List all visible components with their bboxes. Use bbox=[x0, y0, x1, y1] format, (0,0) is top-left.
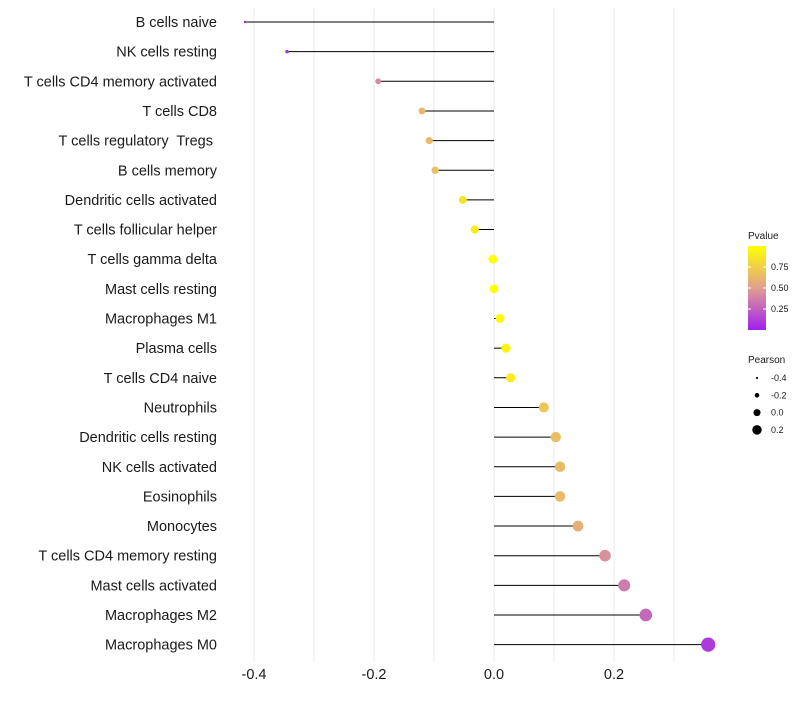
lollipop-point bbox=[458, 195, 467, 204]
category-label: T cells CD4 memory activated bbox=[24, 74, 217, 90]
lollipop-point bbox=[554, 491, 566, 502]
lollipop-point bbox=[538, 402, 549, 413]
x-tick-label: -0.4 bbox=[242, 667, 267, 683]
category-labels: B cells naive NK cells resting T cells CD4… bbox=[24, 15, 218, 654]
lollipop-point bbox=[285, 49, 289, 54]
category-label: T cells CD4 memory resting bbox=[38, 549, 217, 565]
pvalue-colorbar bbox=[748, 246, 766, 330]
lollipop-point bbox=[488, 254, 498, 264]
lollipop-point bbox=[618, 579, 631, 592]
category-label: Dendritic cells activated bbox=[65, 193, 217, 209]
grid-layer bbox=[253, 8, 675, 662]
size-legend-label: -0.4 bbox=[771, 373, 787, 383]
lollipop-point bbox=[243, 20, 247, 24]
x-tick-label: 0.2 bbox=[604, 667, 624, 683]
size-legend-dot bbox=[753, 409, 761, 417]
category-label: NK cells resting bbox=[116, 45, 217, 61]
category-label: B cells naive bbox=[136, 15, 217, 31]
size-legend-dot bbox=[755, 376, 759, 380]
pearson-legend-title: Pearson bbox=[748, 355, 785, 366]
lollipop-point bbox=[550, 431, 561, 443]
colorbar-tick-label: 0.75 bbox=[771, 262, 789, 272]
category-label: T cells regulatory Tregs bbox=[59, 134, 218, 150]
pvalue-legend: Pvalue 0.75 0.50 0.25 bbox=[748, 231, 789, 330]
colorbar-tick-label: 0.25 bbox=[771, 304, 789, 314]
lollipop-point bbox=[489, 284, 499, 294]
category-label: Monocytes bbox=[147, 519, 217, 535]
lollipop-point bbox=[639, 608, 653, 622]
category-label: Mast cells resting bbox=[105, 282, 217, 298]
category-label: Macrophages M2 bbox=[105, 608, 217, 624]
category-label: Mast cells activated bbox=[90, 578, 217, 594]
category-label: Eosinophils bbox=[143, 489, 217, 505]
size-legend-label: 0.0 bbox=[771, 408, 784, 418]
lollipop-point bbox=[501, 343, 511, 353]
category-label: NK cells activated bbox=[102, 460, 217, 476]
category-label: T cells CD4 naive bbox=[104, 371, 217, 387]
lollipop-point bbox=[506, 373, 516, 383]
point-layer bbox=[243, 20, 716, 652]
size-legend-label: -0.2 bbox=[771, 390, 787, 400]
colorbar-tick-label: 0.50 bbox=[771, 283, 789, 293]
category-label: B cells memory bbox=[118, 163, 218, 179]
category-label: Neutrophils bbox=[144, 400, 217, 416]
lollipop-point bbox=[470, 225, 479, 234]
size-legend-label: 0.2 bbox=[771, 425, 784, 435]
lollipop-point bbox=[572, 520, 584, 532]
size-legend-dot bbox=[752, 425, 762, 435]
lollipop-point bbox=[495, 314, 505, 323]
size-legend-dot bbox=[754, 393, 760, 398]
lollipop-point bbox=[599, 549, 611, 562]
lollipop-point bbox=[418, 107, 426, 115]
x-tick-label: -0.2 bbox=[362, 667, 387, 683]
stem-layer bbox=[245, 21, 709, 646]
x-tick-labels: -0.4 -0.2 0.0 0.2 bbox=[242, 667, 625, 683]
category-label: T cells gamma delta bbox=[88, 252, 218, 268]
category-label: Plasma cells bbox=[136, 341, 217, 357]
lollipop-point bbox=[554, 461, 566, 472]
category-label: T cells follicular helper bbox=[74, 223, 217, 239]
x-tick-label: 0.0 bbox=[484, 667, 504, 683]
lollipop-point bbox=[375, 78, 382, 85]
category-label: T cells CD8 bbox=[142, 104, 217, 120]
lollipop-point bbox=[701, 637, 716, 652]
category-label: Macrophages M0 bbox=[105, 638, 217, 654]
category-label: Macrophages M1 bbox=[105, 312, 217, 328]
pvalue-legend-title: Pvalue bbox=[748, 231, 779, 242]
category-label: Dendritic cells resting bbox=[79, 430, 217, 446]
lollipop-point bbox=[431, 166, 439, 174]
pearson-legend: Pearson -0.4 -0.2 0.0 0.2 bbox=[748, 355, 787, 435]
lollipop-point bbox=[425, 137, 433, 145]
